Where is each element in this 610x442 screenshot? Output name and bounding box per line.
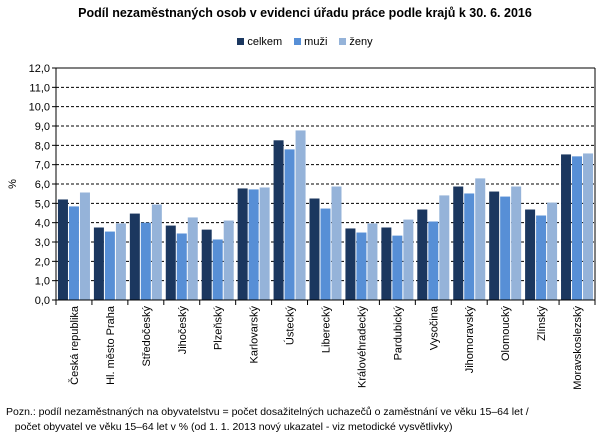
bar-celkem (93, 227, 104, 300)
bar-muži (140, 222, 151, 300)
bar-celkem (381, 227, 392, 300)
x-tick-label: Olomoucký (500, 306, 512, 362)
bar-ženy (151, 204, 162, 300)
legend-label: celkem (247, 36, 283, 48)
bar-ženy (367, 223, 378, 300)
y-tick-label: 6,0 (35, 179, 50, 191)
legend-swatch (237, 38, 245, 45)
bar-ženy (331, 186, 342, 300)
bar-muži (356, 232, 367, 300)
legend: celkem muži ženy (0, 36, 610, 48)
x-tick-label: Liberecký (321, 306, 333, 354)
y-tick-label: 3,0 (35, 237, 50, 249)
bar-muži (248, 189, 259, 300)
legend-label: muži (304, 36, 328, 48)
bar-celkem (525, 209, 536, 300)
x-tick-label: Zlínský (536, 306, 548, 341)
bar-ženy (295, 130, 306, 300)
footnote-line: Pozn.: podíl nezaměstnaných na obyvatels… (6, 406, 529, 418)
legend-swatch (294, 38, 302, 45)
bar-muži (104, 231, 115, 300)
x-tick-label: Vysočina (428, 305, 440, 350)
bar-muži (176, 233, 187, 300)
bar-ženy (187, 217, 198, 300)
bar-muži (284, 149, 295, 300)
bar-muži (536, 215, 547, 300)
footnote-line: počet obyvatel ve věku 15–64 let v % (od… (6, 421, 453, 433)
bar-celkem (345, 228, 356, 300)
bar-celkem (309, 198, 320, 300)
x-tick-label: Jihomoravský (464, 306, 476, 374)
x-tick-label: Středočeský (141, 306, 153, 367)
x-tick-label: Karlovarský (249, 306, 261, 364)
bar-ženy (475, 178, 486, 300)
y-tick-label: 5,0 (35, 198, 50, 210)
y-tick-label: 4,0 (35, 218, 50, 230)
y-axis-label: % (7, 179, 19, 189)
legend-item-muži: muži (294, 36, 327, 48)
x-tick-label: Jihočeský (177, 306, 189, 355)
bar-ženy (583, 153, 594, 300)
bar-celkem (237, 188, 248, 300)
footnote: Pozn.: podíl nezaměstnaných na obyvatels… (6, 405, 529, 435)
bar-muži (320, 208, 331, 300)
bar-muži (500, 196, 511, 300)
chart-title: Podíl nezaměstnaných osob v evidenci úřa… (78, 6, 532, 20)
x-tick-label: Česká republika (68, 305, 81, 385)
legend-item-ženy: ženy (339, 36, 373, 48)
y-tick-label: 11,0 (29, 82, 50, 94)
y-tick-label: 10,0 (29, 102, 50, 114)
bar-celkem (273, 140, 284, 300)
bar-celkem (489, 191, 500, 300)
bar-ženy (403, 219, 414, 300)
bar-celkem (165, 225, 176, 300)
bar-ženy (115, 223, 126, 300)
x-tick-label: Ústecký (284, 306, 297, 346)
bar-muži (68, 206, 79, 300)
bar-muži (572, 156, 583, 300)
y-tick-label: 8,0 (35, 140, 50, 152)
y-tick-label: 9,0 (35, 121, 50, 133)
legend-swatch (339, 38, 347, 45)
bar-muži (212, 239, 223, 300)
bar-ženy (439, 195, 450, 300)
x-tick-label: Pardubický (392, 306, 404, 361)
bar-ženy (79, 192, 90, 300)
y-tick-label: 7,0 (35, 160, 50, 172)
bar-ženy (547, 202, 558, 300)
bar-celkem (129, 213, 140, 300)
x-tick-label: Královéhradecký (356, 306, 368, 388)
bar-muži (428, 221, 439, 300)
bar-ženy (259, 187, 270, 300)
bar-ženy (223, 220, 234, 300)
bar-ženy (511, 186, 522, 300)
y-tick-label: 2,0 (35, 256, 50, 268)
bar-muži (464, 193, 475, 300)
bar-celkem (57, 199, 68, 300)
bar-celkem (201, 229, 212, 300)
bar-muži (392, 235, 403, 300)
y-tick-label: 12,0 (29, 63, 50, 75)
y-tick-label: 1,0 (35, 276, 50, 288)
bar-celkem (453, 186, 464, 300)
legend-item-celkem: celkem (237, 36, 282, 48)
bar-celkem (561, 154, 572, 300)
y-tick-label: 0,0 (35, 295, 50, 307)
x-tick-label: Hl. město Praha (105, 305, 117, 385)
legend-label: ženy (349, 36, 373, 48)
x-tick-label: Moravskoslezský (572, 306, 584, 390)
bar-celkem (417, 209, 428, 300)
x-tick-label: Plzeňský (213, 306, 225, 351)
